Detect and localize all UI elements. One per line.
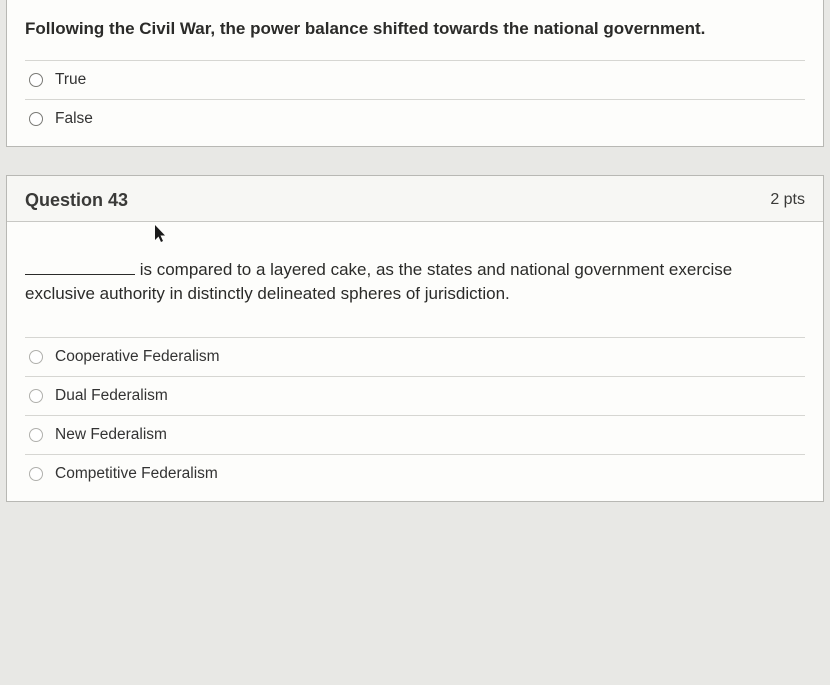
option-label: New Federalism [55,426,167,444]
quiz-container: Following the Civil War, the power balan… [0,0,830,502]
question-card-prev: Following the Civil War, the power balan… [6,0,824,147]
radio-icon [29,467,43,481]
question-body: Following the Civil War, the power balan… [7,0,823,146]
option-competitive-federalism[interactable]: Competitive Federalism [25,454,805,493]
fill-blank [25,258,135,275]
option-false[interactable]: False [25,99,805,138]
radio-icon [29,112,43,126]
radio-icon [29,428,43,442]
option-true[interactable]: True [25,60,805,99]
option-label: Dual Federalism [55,387,168,405]
radio-icon [29,73,43,87]
cursor-icon [153,224,169,244]
radio-icon [29,350,43,364]
question-header: Question 43 2 pts [7,176,823,222]
option-label: Competitive Federalism [55,465,218,483]
option-label: False [55,110,93,128]
option-label: True [55,71,86,89]
question-title: Question 43 [25,190,128,211]
question-body: is compared to a layered cake, as the st… [7,222,823,501]
options-list: Cooperative Federalism Dual Federalism N… [25,337,805,493]
option-label: Cooperative Federalism [55,348,220,366]
radio-icon [29,389,43,403]
question-points: 2 pts [770,191,805,209]
question-card-43: Question 43 2 pts is compared to a layer… [6,175,824,502]
option-cooperative-federalism[interactable]: Cooperative Federalism [25,337,805,376]
question-prompt: Following the Civil War, the power balan… [25,17,805,42]
option-dual-federalism[interactable]: Dual Federalism [25,376,805,415]
question-prompt: is compared to a layered cake, as the st… [25,258,805,307]
option-new-federalism[interactable]: New Federalism [25,415,805,454]
options-list: True False [25,60,805,138]
